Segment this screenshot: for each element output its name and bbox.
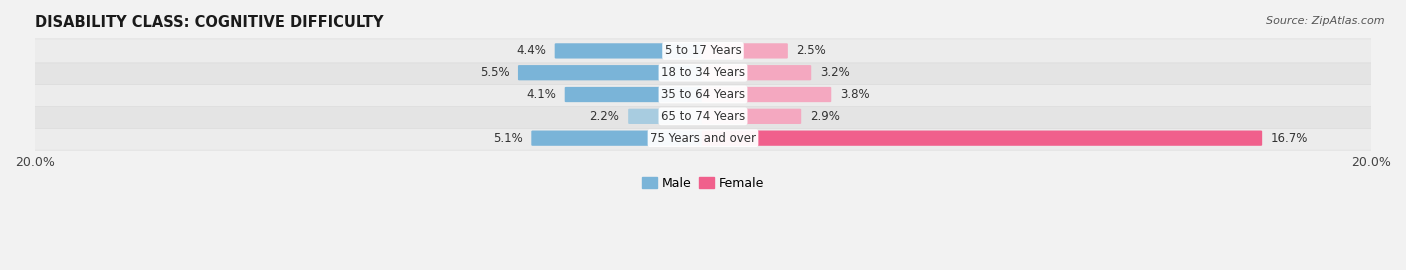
FancyBboxPatch shape (34, 83, 1372, 107)
Text: DISABILITY CLASS: COGNITIVE DIFFICULTY: DISABILITY CLASS: COGNITIVE DIFFICULTY (35, 15, 384, 30)
FancyBboxPatch shape (517, 65, 704, 80)
FancyBboxPatch shape (702, 109, 801, 124)
FancyBboxPatch shape (34, 126, 1372, 150)
Text: 65 to 74 Years: 65 to 74 Years (661, 110, 745, 123)
Text: Source: ZipAtlas.com: Source: ZipAtlas.com (1267, 16, 1385, 26)
Text: 3.8%: 3.8% (839, 88, 869, 101)
FancyBboxPatch shape (34, 39, 1372, 63)
Text: 5.5%: 5.5% (479, 66, 509, 79)
Text: 3.2%: 3.2% (820, 66, 849, 79)
Text: 5 to 17 Years: 5 to 17 Years (665, 44, 741, 58)
Text: 4.1%: 4.1% (526, 88, 555, 101)
FancyBboxPatch shape (34, 61, 1372, 85)
Text: 5.1%: 5.1% (494, 132, 523, 145)
Text: 75 Years and over: 75 Years and over (650, 132, 756, 145)
FancyBboxPatch shape (555, 43, 704, 59)
FancyBboxPatch shape (702, 130, 1263, 146)
FancyBboxPatch shape (34, 104, 1372, 128)
Text: 18 to 34 Years: 18 to 34 Years (661, 66, 745, 79)
FancyBboxPatch shape (702, 65, 811, 80)
FancyBboxPatch shape (531, 130, 704, 146)
Text: 2.9%: 2.9% (810, 110, 839, 123)
Text: 2.2%: 2.2% (589, 110, 620, 123)
FancyBboxPatch shape (565, 87, 704, 102)
Legend: Male, Female: Male, Female (637, 172, 769, 195)
Text: 4.4%: 4.4% (516, 44, 546, 58)
FancyBboxPatch shape (702, 87, 831, 102)
Text: 35 to 64 Years: 35 to 64 Years (661, 88, 745, 101)
Text: 16.7%: 16.7% (1271, 132, 1308, 145)
FancyBboxPatch shape (702, 43, 787, 59)
Text: 2.5%: 2.5% (797, 44, 827, 58)
FancyBboxPatch shape (628, 109, 704, 124)
